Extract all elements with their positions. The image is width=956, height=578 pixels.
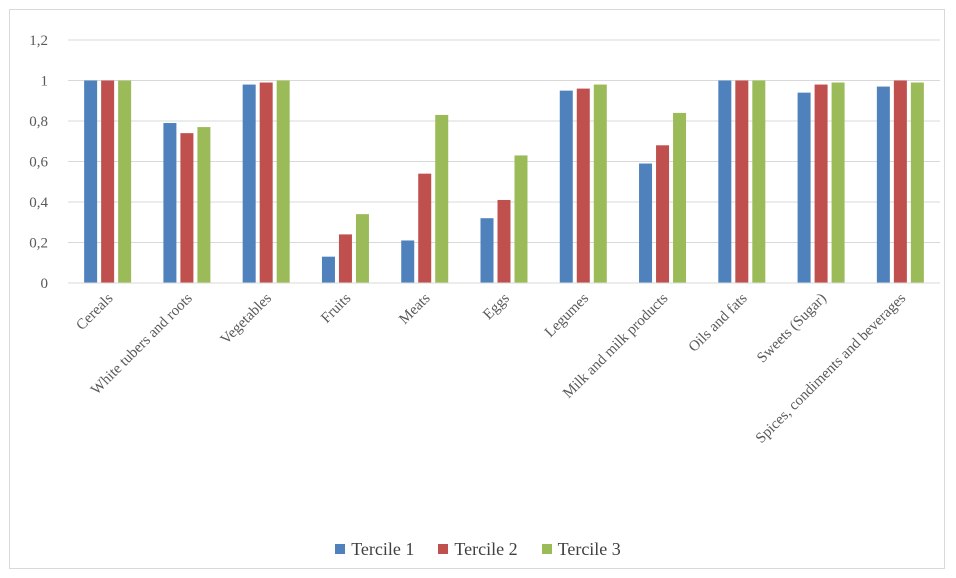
bar	[321, 256, 335, 283]
bar	[893, 80, 907, 283]
y-tick-label: 0,6	[29, 155, 48, 171]
bar	[639, 163, 653, 283]
x-tick-label: Eggs	[480, 290, 513, 323]
legend-label: Tercile 3	[557, 538, 621, 559]
legend-label: Tercile 1	[351, 538, 415, 559]
x-tick-label: Cereals	[73, 290, 116, 333]
bar	[735, 80, 749, 283]
bar	[84, 80, 98, 283]
chart-frame	[9, 9, 945, 569]
bar	[401, 240, 415, 283]
x-tick-label: Fruits	[318, 290, 354, 326]
legend-item: Tercile 1	[335, 539, 414, 560]
x-tick-label: Oils and fats	[686, 290, 751, 355]
bar	[355, 214, 369, 283]
bar	[876, 86, 890, 283]
bar	[435, 114, 449, 283]
y-tick-label: 0,8	[29, 114, 48, 130]
bar	[673, 112, 687, 284]
bar	[259, 82, 273, 284]
bar	[814, 84, 828, 283]
y-tick-label: 1,2	[29, 33, 48, 49]
bar	[480, 218, 494, 283]
x-tick-label: Meats	[396, 290, 433, 327]
bar	[752, 80, 766, 283]
legend: Tercile 1 Tercile 2 Tercile 3	[0, 538, 956, 560]
bar	[559, 90, 573, 283]
y-tick-label: 0	[41, 276, 49, 292]
bar	[910, 82, 924, 284]
legend-swatch	[438, 544, 449, 554]
bar	[338, 234, 352, 283]
bar	[718, 80, 732, 283]
bar	[576, 88, 590, 283]
legend-item: Tercile 2	[438, 538, 518, 560]
x-tick-label: Sweets (Sugar)	[754, 291, 830, 367]
y-tick-labels: 0 0,2 0,4 0,6 0,8 1 1,2	[29, 33, 48, 292]
legend-item: Tercile 3	[541, 538, 621, 560]
y-tick-label: 0,4	[29, 195, 48, 211]
bar	[418, 173, 432, 283]
x-tick-label: Vegetables	[218, 290, 275, 347]
bar	[197, 127, 211, 283]
bar	[593, 84, 607, 283]
legend-swatch	[335, 544, 346, 554]
y-tick-label: 1	[41, 74, 49, 90]
bar	[101, 80, 115, 283]
bar	[180, 133, 194, 283]
bar	[497, 199, 511, 283]
bar	[831, 82, 845, 284]
bars	[84, 80, 924, 284]
bar	[656, 145, 670, 283]
gridlines	[68, 39, 940, 243]
bar	[276, 80, 290, 283]
y-tick-label: 0,2	[29, 236, 48, 252]
legend-label: Tercile 2	[454, 538, 518, 559]
legend-swatch	[541, 544, 552, 554]
bar	[118, 80, 132, 283]
bar	[242, 84, 256, 283]
bar	[797, 92, 811, 284]
x-tick-label: Legumes	[542, 290, 592, 340]
bar	[514, 155, 528, 283]
x-tick-label: Spices, condiments and beverages	[753, 290, 909, 446]
bar	[163, 123, 177, 284]
